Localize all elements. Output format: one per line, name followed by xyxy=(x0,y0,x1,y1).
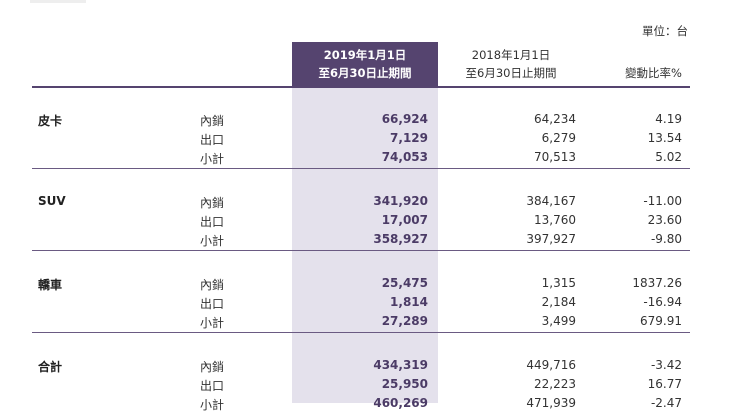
value-2018: 22,223 xyxy=(534,377,576,391)
value-change: 23.60 xyxy=(647,213,682,227)
row-label: 出口 xyxy=(200,133,225,147)
table-row: 內銷 341,920 384,167 -11.00 xyxy=(0,194,744,213)
group-divider xyxy=(32,168,690,169)
value-2019: 25,950 xyxy=(381,377,428,391)
value-2018: 70,513 xyxy=(534,150,576,164)
value-2018: 64,234 xyxy=(534,112,576,126)
group-name: 皮卡 xyxy=(38,114,63,128)
row-label: 小計 xyxy=(200,234,225,248)
value-2019: 460,269 xyxy=(373,396,428,410)
value-2019: 341,920 xyxy=(373,194,428,208)
row-label: 內銷 xyxy=(200,360,225,374)
value-change: 5.02 xyxy=(655,150,682,164)
value-2019: 17,007 xyxy=(381,213,428,227)
value-change: 1837.26 xyxy=(632,276,682,290)
header-change-rate: 變動比率% xyxy=(625,66,682,80)
value-2018: 384,167 xyxy=(526,194,576,208)
value-2019: 358,927 xyxy=(373,232,428,246)
table-row: 內銷 25,475 1,315 1837.26 xyxy=(0,276,744,295)
table-row: 內銷 434,319 449,716 -3.42 xyxy=(0,358,744,377)
row-label: 出口 xyxy=(200,215,225,229)
table-row: 內銷 66,924 64,234 4.19 xyxy=(0,112,744,131)
row-label: 小計 xyxy=(200,152,225,166)
value-2018: 397,927 xyxy=(526,232,576,246)
value-2018: 13,760 xyxy=(534,213,576,227)
header-2019-line2: 至6月30日止期間 xyxy=(318,66,412,80)
table-row: 小計 27,289 3,499 679.91 xyxy=(0,314,744,333)
row-label: 內銷 xyxy=(200,114,225,128)
value-change: 16.77 xyxy=(647,377,682,391)
table-row: 小計 74,053 70,513 5.02 xyxy=(0,150,744,169)
value-change: -2.47 xyxy=(650,396,682,410)
value-2019: 1,814 xyxy=(390,295,428,309)
value-change: -11.00 xyxy=(643,194,682,208)
highlight-column-2019 xyxy=(292,42,438,403)
value-2019: 434,319 xyxy=(373,358,428,372)
row-label: 出口 xyxy=(200,379,225,393)
header-2018: 2018年1月1日 至6月30日止期間 xyxy=(438,46,584,82)
value-2019: 74,053 xyxy=(381,150,428,164)
group-divider xyxy=(32,250,690,251)
value-change: -9.80 xyxy=(650,232,682,246)
table-row: 出口 1,814 2,184 -16.94 xyxy=(0,295,744,314)
value-2018: 3,499 xyxy=(541,314,576,328)
value-2018: 2,184 xyxy=(541,295,576,309)
value-2019: 25,475 xyxy=(381,276,428,290)
table-row: 出口 7,129 6,279 13.54 xyxy=(0,131,744,150)
value-2019: 27,289 xyxy=(381,314,428,328)
value-2018: 471,939 xyxy=(526,396,576,410)
row-label: 小計 xyxy=(200,398,225,412)
group-name: 合計 xyxy=(38,360,63,374)
table-row: 小計 358,927 397,927 -9.80 xyxy=(0,232,744,251)
value-change: -3.42 xyxy=(650,358,682,372)
value-2018: 6,279 xyxy=(541,131,576,145)
header-2018-line1: 2018年1月1日 xyxy=(471,48,551,62)
value-change: 4.19 xyxy=(655,112,682,126)
value-2018: 1,315 xyxy=(541,276,576,290)
value-2019: 7,129 xyxy=(390,131,428,145)
group-name: SUV xyxy=(38,194,66,208)
header-2019-line1: 2019年1月1日 xyxy=(323,48,407,62)
header-2019: 2019年1月1日 至6月30日止期間 xyxy=(292,42,438,86)
row-label: 出口 xyxy=(200,297,225,311)
value-change: 679.91 xyxy=(640,314,682,328)
cropped-header-mark xyxy=(30,0,86,3)
row-label: 內銷 xyxy=(200,196,225,210)
table-row: 出口 17,007 13,760 23.60 xyxy=(0,213,744,232)
table-row: 出口 25,950 22,223 16.77 xyxy=(0,377,744,396)
table-row: 小計 460,269 471,939 -2.47 xyxy=(0,396,744,415)
header-2018-line2: 至6月30日止期間 xyxy=(465,66,557,80)
value-2018: 449,716 xyxy=(526,358,576,372)
row-label: 內銷 xyxy=(200,278,225,292)
row-label: 小計 xyxy=(200,316,225,330)
group-name: 轎車 xyxy=(38,278,63,292)
value-2019: 66,924 xyxy=(381,112,428,126)
group-divider xyxy=(32,332,690,333)
unit-label: 單位：台 xyxy=(642,24,688,38)
header-rule xyxy=(32,86,690,88)
value-change: 13.54 xyxy=(647,131,682,145)
value-change: -16.94 xyxy=(643,295,682,309)
